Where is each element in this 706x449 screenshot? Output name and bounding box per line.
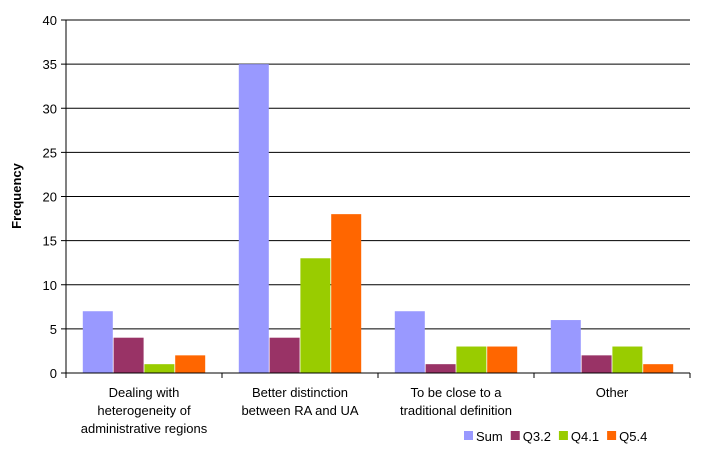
x-category-label: To be close to a traditional definition <box>400 385 512 418</box>
bar <box>394 311 425 373</box>
y-axis-label: Frequency <box>9 162 24 229</box>
y-tick-label: 40 <box>43 13 57 28</box>
y-tick-label: 15 <box>43 234 57 249</box>
bar <box>113 337 144 373</box>
x-category-label-line: Better distinction <box>252 385 348 400</box>
bar <box>487 346 518 373</box>
bar <box>175 355 206 373</box>
y-tick-label: 35 <box>43 57 57 72</box>
y-tick-label: 20 <box>43 190 57 205</box>
legend-swatch <box>510 431 520 440</box>
bar <box>144 364 175 373</box>
bar <box>643 364 674 373</box>
bar <box>82 311 113 373</box>
gridlines <box>66 19 690 330</box>
y-tick-label: 30 <box>43 101 57 116</box>
y-tick-label: 0 <box>50 366 57 381</box>
bars <box>82 64 674 373</box>
legend-label: Q3.2 <box>523 429 551 444</box>
bar <box>331 214 362 373</box>
legend-label: Sum <box>476 429 503 444</box>
bar <box>238 64 269 373</box>
legend-swatch <box>607 431 617 440</box>
x-category-label-line: between RA and UA <box>241 403 358 418</box>
y-tick-labels: 0 5 10 15 20 25 30 35 40 <box>43 13 57 381</box>
legend: Sum Q3.2 Q4.1 Q5.4 <box>464 429 647 444</box>
x-category-label-line: heterogeneity of <box>97 403 191 418</box>
bar <box>425 364 456 373</box>
x-category-label-line: Other <box>596 385 629 400</box>
y-tick-label: 10 <box>43 278 57 293</box>
bar <box>612 346 643 373</box>
legend-label: Q4.1 <box>571 429 599 444</box>
legend-swatch <box>558 431 568 440</box>
bar <box>456 346 487 373</box>
x-category-labels: Dealing with heterogeneity of administrati… <box>81 385 629 436</box>
x-category-label: Other <box>596 385 629 400</box>
axes <box>61 19 691 378</box>
x-category-label: Better distinction between RA and UA <box>241 385 358 418</box>
legend-swatch <box>464 431 473 440</box>
x-category-label-line: To be close to a <box>410 385 502 400</box>
x-category-label: Dealing with heterogeneity of administrati… <box>81 385 208 436</box>
x-category-label-line: traditional definition <box>400 403 512 418</box>
bar <box>581 355 612 373</box>
x-category-label-line: administrative regions <box>81 421 208 436</box>
x-category-label-line: Dealing with <box>109 385 180 400</box>
bar <box>300 258 331 373</box>
bar <box>269 337 300 373</box>
y-tick-label: 5 <box>50 322 57 337</box>
legend-label: Q5.4 <box>619 429 647 444</box>
bar <box>550 320 581 373</box>
y-tick-label: 25 <box>43 145 57 160</box>
